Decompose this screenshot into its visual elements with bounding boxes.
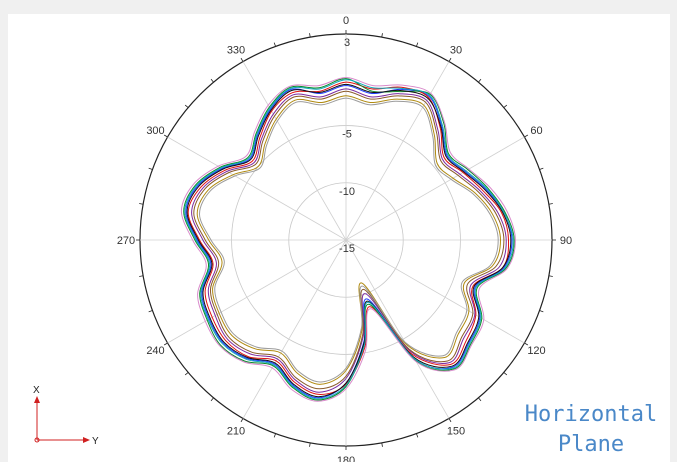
outer-tick-mark bbox=[273, 433, 276, 438]
outer-tick-mark bbox=[184, 372, 189, 376]
outer-tick-mark bbox=[148, 167, 153, 170]
outer-tick-mark bbox=[416, 42, 419, 47]
outer-tick-mark bbox=[273, 42, 276, 47]
outer-tick-mark bbox=[163, 342, 168, 346]
angle-tick-label: 270 bbox=[117, 235, 135, 247]
tick-labels: 0 30 60 90 120 150 180 210 240 270 300 330 -15 -10 -5 3 bbox=[117, 15, 572, 462]
outer-tick-mark bbox=[309, 33, 311, 38]
chart-frame: 0 30 60 90 120 150 180 210 240 270 300 330 -15 -10 -5 3… bbox=[8, 14, 670, 462]
outer-tick-mark bbox=[148, 310, 153, 313]
radial-tick-label: 3 bbox=[344, 37, 350, 49]
outer-tick-mark bbox=[210, 78, 214, 83]
y-axis-arrowhead bbox=[83, 437, 90, 443]
xy-axis-indicator: X Y bbox=[33, 385, 99, 447]
polar-grid bbox=[136, 30, 556, 450]
outer-tick-mark bbox=[184, 104, 189, 108]
x-axis-letter: X bbox=[33, 385, 40, 396]
outer-tick-mark bbox=[210, 397, 214, 402]
outer-tick-mark bbox=[381, 33, 383, 38]
axis-origin bbox=[34, 437, 40, 443]
series-layer bbox=[180, 76, 516, 402]
radial-tick-label: -10 bbox=[339, 186, 355, 198]
outer-tick-mark bbox=[539, 310, 544, 313]
angular-grid-spoke bbox=[242, 239, 347, 419]
radial-tick-label: -5 bbox=[342, 129, 352, 141]
angle-tick-label: 240 bbox=[146, 345, 164, 357]
outer-tick-mark bbox=[548, 275, 553, 277]
outer-tick-mark bbox=[478, 78, 482, 83]
series-line-9 bbox=[193, 90, 505, 390]
outer-tick-mark bbox=[503, 104, 508, 108]
outer-tick-mark bbox=[448, 57, 452, 62]
outer-tick-mark bbox=[539, 167, 544, 170]
angular-grid-spoke bbox=[167, 239, 347, 344]
angle-tick-label: 150 bbox=[447, 426, 465, 438]
angular-grid-spoke bbox=[167, 136, 347, 241]
annotation-line-2: Plane bbox=[557, 432, 625, 457]
outer-tick-mark bbox=[524, 342, 529, 346]
outer-tick-mark bbox=[503, 372, 508, 376]
outer-tick-mark bbox=[548, 203, 553, 205]
series-line-4 bbox=[191, 88, 507, 393]
series-line-2 bbox=[187, 81, 510, 395]
y-axis-letter: Y bbox=[92, 436, 99, 447]
outer-tick-mark bbox=[240, 418, 244, 423]
angular-grid-spoke bbox=[345, 239, 525, 344]
radial-tick-label: -15 bbox=[339, 243, 355, 255]
angle-tick-label: 60 bbox=[530, 125, 542, 137]
angle-tick-label: 210 bbox=[227, 426, 245, 438]
angle-tick-label: 0 bbox=[343, 15, 349, 27]
angle-tick-label: 180 bbox=[337, 455, 355, 462]
angle-tick-label: 120 bbox=[527, 345, 545, 357]
series-line-6 bbox=[186, 83, 512, 398]
outer-tick-mark bbox=[163, 134, 168, 138]
outer-tick-mark bbox=[524, 134, 529, 138]
series-line-8 bbox=[180, 76, 516, 402]
series-line-10 bbox=[198, 97, 499, 383]
outer-tick-mark bbox=[381, 442, 383, 447]
angular-grid-spoke bbox=[345, 136, 525, 241]
outer-tick-mark bbox=[139, 203, 144, 205]
outer-tick-mark bbox=[139, 275, 144, 277]
angular-grid-spoke bbox=[242, 61, 347, 241]
angular-grid-spoke bbox=[345, 61, 450, 241]
outer-tick-mark bbox=[240, 57, 244, 62]
polar-chart: 0 30 60 90 120 150 180 210 240 270 300 330 -15 -10 -5 3… bbox=[33, 15, 572, 462]
series-line-5 bbox=[196, 95, 502, 385]
series-line-7 bbox=[184, 79, 514, 400]
angle-tick-label: 330 bbox=[227, 45, 245, 57]
angular-grid-spoke bbox=[345, 239, 450, 419]
angle-tick-label: 30 bbox=[450, 45, 462, 57]
outer-tick-mark bbox=[478, 397, 482, 402]
angle-tick-label: 300 bbox=[146, 125, 164, 137]
outer-tick-mark bbox=[416, 433, 419, 438]
annotation-line-1: Horizontal bbox=[524, 402, 658, 427]
series-line-3 bbox=[183, 78, 515, 401]
angle-tick-label: 90 bbox=[560, 235, 572, 247]
outer-tick-mark bbox=[309, 442, 311, 447]
plane-annotation: Horizontal Plane bbox=[506, 400, 676, 460]
outer-tick-mark bbox=[448, 418, 452, 423]
x-axis-arrowhead bbox=[34, 396, 40, 403]
